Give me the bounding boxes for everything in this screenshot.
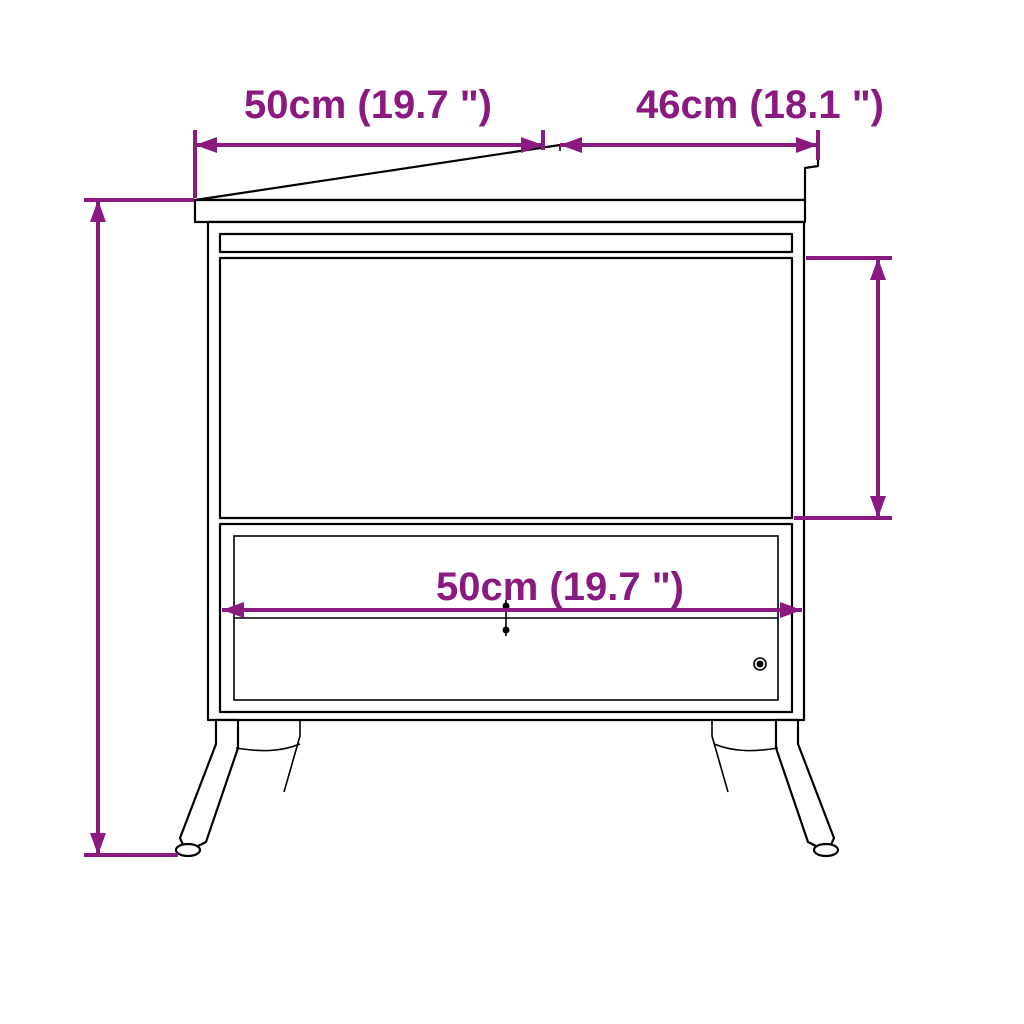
leg-front-left xyxy=(176,720,300,856)
product-drawing xyxy=(0,120,1024,856)
leg-front-right xyxy=(714,720,838,856)
dim-drawer-right: 20,5cm (8.1 ") xyxy=(794,258,1024,1024)
dim-height-left: 50cm (19.7 ") xyxy=(0,200,194,1024)
dim-shelf-width-label: 50cm (19.7 ") xyxy=(436,565,684,609)
dim-depth-top-label: 46cm (18.1 ") xyxy=(636,83,884,127)
dimension-diagram: 50cm (19.7 ") 46cm (18.1 ") 50cm (19.7 "… xyxy=(0,0,1024,1024)
dim-width-top-label: 50cm (19.7 ") xyxy=(244,83,492,127)
